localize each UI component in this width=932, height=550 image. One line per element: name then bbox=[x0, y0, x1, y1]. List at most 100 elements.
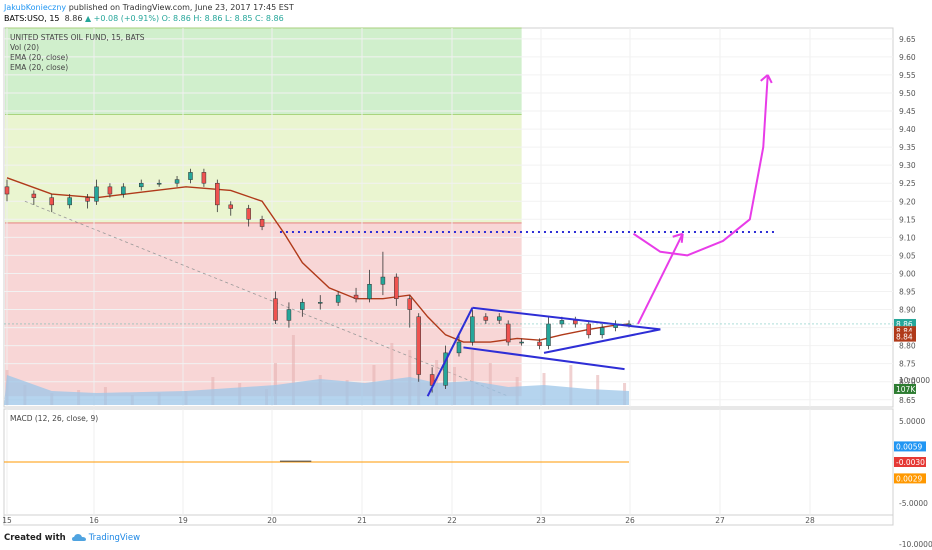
candle[interactable] bbox=[416, 316, 421, 375]
candle[interactable] bbox=[519, 341, 524, 344]
macd-tick-label: -10.0000 bbox=[899, 540, 932, 549]
price-tick-label: 9.65 bbox=[899, 35, 916, 44]
candle[interactable] bbox=[367, 284, 372, 299]
candle[interactable] bbox=[394, 276, 399, 299]
candle[interactable] bbox=[201, 172, 207, 184]
tradingview-logo[interactable]: TradingView bbox=[71, 533, 140, 543]
candle[interactable] bbox=[259, 219, 265, 227]
candle[interactable] bbox=[49, 197, 54, 206]
candle[interactable] bbox=[456, 341, 462, 354]
candle[interactable] bbox=[215, 182, 220, 206]
ema-indicator-label-2[interactable]: EMA (20, close) bbox=[10, 63, 69, 72]
candle[interactable] bbox=[31, 193, 37, 198]
macd-badge-text: 0.0059 bbox=[896, 442, 922, 451]
footer: Created with TradingView bbox=[4, 533, 140, 543]
projection-curve[interactable] bbox=[632, 74, 769, 257]
price-tick-label: 8.65 bbox=[899, 396, 916, 405]
macd-indicator-label[interactable]: MACD (12, 26, close, 9) bbox=[10, 414, 99, 423]
candle[interactable] bbox=[85, 197, 90, 202]
candle[interactable] bbox=[335, 294, 341, 303]
pennant-pole-line[interactable] bbox=[426, 307, 474, 397]
price-tick-label: 9.45 bbox=[899, 107, 916, 116]
volume-bar bbox=[435, 360, 439, 405]
candle[interactable] bbox=[174, 179, 180, 184]
volume-ma-area bbox=[4, 375, 630, 405]
price-badge bbox=[894, 326, 916, 337]
date-tick-label: 16 bbox=[89, 516, 99, 525]
candle[interactable] bbox=[67, 197, 72, 206]
candle[interactable] bbox=[380, 276, 386, 285]
publish-info: published on TradingView.com, June 23, 2… bbox=[68, 3, 294, 12]
volume-indicator-label[interactable]: Vol (20) bbox=[10, 43, 40, 52]
candle[interactable] bbox=[4, 186, 10, 195]
macd-badge bbox=[894, 457, 926, 467]
macd-badge bbox=[894, 441, 926, 452]
candle[interactable] bbox=[318, 302, 323, 304]
indicator-legend: UNITED STATES OIL FUND, 15, BATS Vol (20… bbox=[10, 33, 145, 73]
candle[interactable] bbox=[483, 316, 489, 321]
candle[interactable] bbox=[107, 186, 113, 195]
candle[interactable] bbox=[537, 341, 542, 346]
candle[interactable] bbox=[497, 316, 502, 321]
last-price: 8.86 bbox=[64, 14, 83, 23]
trend-line[interactable] bbox=[24, 200, 509, 397]
candle[interactable] bbox=[300, 302, 305, 310]
candle[interactable] bbox=[505, 323, 511, 343]
breakout-arrowhead bbox=[672, 232, 684, 243]
ema-indicator-label-1[interactable]: EMA (20, close) bbox=[10, 53, 69, 62]
time-axis[interactable] bbox=[3, 514, 894, 526]
candle[interactable] bbox=[286, 309, 292, 321]
candle[interactable] bbox=[121, 186, 126, 195]
macd-badge bbox=[894, 473, 926, 484]
up-arrow-icon: ▲ bbox=[84, 14, 92, 23]
candle[interactable] bbox=[573, 320, 578, 325]
volume-bar bbox=[291, 335, 295, 405]
candle[interactable] bbox=[470, 316, 475, 343]
price-tick-label: 8.70 bbox=[899, 378, 916, 387]
macd-tick-label: 10.0000 bbox=[899, 376, 930, 385]
series-title[interactable]: UNITED STATES OIL FUND, 15, BATS bbox=[10, 33, 145, 42]
candle[interactable] bbox=[188, 172, 193, 180]
candle[interactable] bbox=[273, 298, 278, 321]
candle[interactable] bbox=[139, 182, 144, 188]
date-tick-label: 28 bbox=[805, 516, 815, 525]
candle[interactable] bbox=[443, 352, 448, 386]
price-tick-label: 9.00 bbox=[899, 269, 916, 278]
date-tick-label: 15 bbox=[2, 516, 12, 525]
zone-green bbox=[5, 28, 522, 115]
price-tick-label: 8.95 bbox=[899, 287, 916, 296]
pennant-upper-line[interactable] bbox=[472, 306, 661, 331]
price-tick-label: 9.15 bbox=[899, 215, 916, 224]
volume-bar bbox=[470, 350, 474, 405]
date-tick-label: 26 bbox=[625, 516, 635, 525]
candle[interactable] bbox=[586, 323, 591, 336]
price-change: +0.08 (+0.91%) bbox=[93, 14, 160, 23]
cloud-icon bbox=[71, 534, 86, 541]
macd-badge-text: -0.0030 bbox=[896, 458, 925, 467]
candle[interactable] bbox=[599, 327, 605, 336]
candle[interactable] bbox=[228, 204, 233, 209]
candle[interactable] bbox=[559, 320, 565, 325]
price-tick-label: 9.30 bbox=[899, 161, 916, 170]
candle[interactable] bbox=[246, 208, 251, 220]
price-tick-label: 9.25 bbox=[899, 179, 916, 188]
pennant-lower-line[interactable] bbox=[463, 346, 625, 371]
price-badge-text: 8.84 bbox=[896, 333, 913, 342]
price-badge bbox=[894, 318, 916, 329]
chart-header: JakubKonieczny published on TradingView.… bbox=[4, 2, 294, 24]
candle[interactable] bbox=[156, 182, 162, 185]
volume-bar bbox=[390, 343, 394, 405]
candle[interactable] bbox=[407, 298, 412, 310]
price-tick-label: 8.80 bbox=[899, 342, 916, 351]
date-tick-label: 23 bbox=[536, 516, 546, 525]
date-tick-label: 27 bbox=[715, 516, 725, 525]
pennant-inner-line[interactable] bbox=[543, 328, 661, 354]
candle[interactable] bbox=[546, 323, 551, 346]
date-tick-label: 20 bbox=[267, 516, 277, 525]
candle[interactable] bbox=[353, 294, 359, 299]
author-name[interactable]: JakubKonieczny bbox=[4, 3, 67, 12]
breakout-arrow[interactable] bbox=[637, 233, 684, 325]
price-tick-label: 9.05 bbox=[899, 251, 916, 260]
candle[interactable] bbox=[94, 186, 99, 202]
